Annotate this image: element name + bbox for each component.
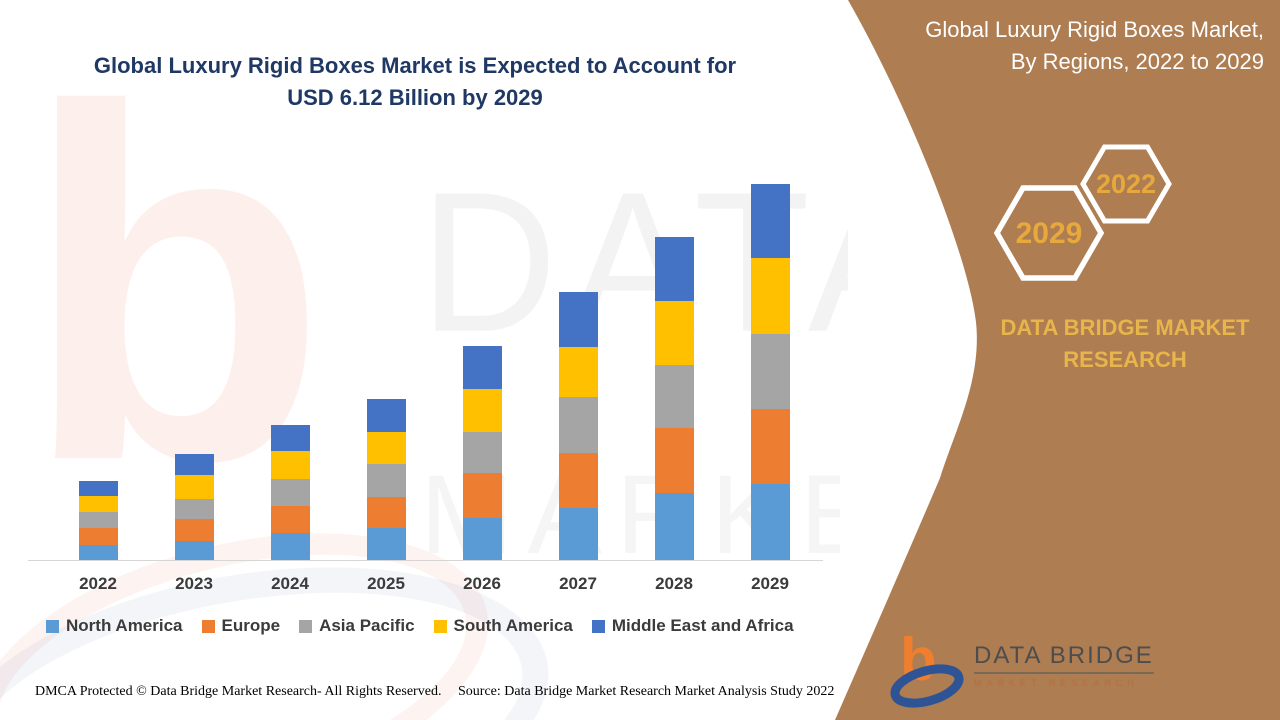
logo-wordmark-block: DATA BRIDGE MARKET RESEARCH bbox=[974, 630, 1154, 688]
legend-item-asia-pacific: Asia Pacific bbox=[299, 616, 415, 636]
legend-swatch-europe bbox=[201, 619, 215, 633]
brand-text-line1: DATA BRIDGE MARKET bbox=[1000, 315, 1250, 340]
badge-year-2022: 2022 bbox=[1096, 169, 1156, 199]
chart-legend: North America Europe Asia Pacific South Ame… bbox=[46, 616, 794, 636]
bar-segment-asia-pacific-2026 bbox=[462, 432, 502, 474]
data-bridge-logo: b DATA BRIDGE MARKET RESEARCH bbox=[882, 630, 1154, 710]
stacked-bar-2022 bbox=[78, 481, 118, 560]
x-axis-labels: 2022 2023 2024 2025 2026 2027 2028 2029 bbox=[28, 574, 823, 598]
chart-title-line1: Global Luxury Rigid Boxes Market is Expe… bbox=[93, 53, 737, 78]
logo-wordmark: DATA BRIDGE bbox=[974, 642, 1154, 674]
bar-segment-north-america-2023 bbox=[174, 541, 214, 560]
dmca-notice: DMCA Protected © Data Bridge Market Rese… bbox=[35, 684, 442, 699]
bar-segment-south-america-2027 bbox=[558, 346, 598, 397]
hexagon-2022 bbox=[1080, 144, 1172, 224]
brand-text: DATA BRIDGE MARKET RESEARCH bbox=[985, 312, 1265, 376]
bar-segment-north-america-2024 bbox=[270, 533, 310, 560]
bar-segment-middle-east-and-africa-2025 bbox=[366, 398, 406, 432]
legend-item-middle-east-and-africa: Middle East and Africa bbox=[591, 616, 794, 636]
bar-segment-north-america-2026 bbox=[462, 518, 502, 560]
bar-segment-asia-pacific-2023 bbox=[174, 498, 214, 519]
logo-swoosh bbox=[890, 664, 964, 708]
legend-item-europe: Europe bbox=[201, 616, 281, 636]
legend-item-south-america: South America bbox=[433, 616, 573, 636]
hexagon-2029 bbox=[993, 185, 1105, 281]
bar-segment-north-america-2025 bbox=[366, 528, 406, 560]
bar-segment-south-america-2025 bbox=[366, 431, 406, 464]
stacked-bar-2025 bbox=[366, 398, 406, 560]
bar-segment-north-america-2028 bbox=[654, 493, 694, 560]
legend-label-middle-east-and-africa: Middle East and Africa bbox=[611, 616, 794, 635]
x-axis-label-2024: 2024 bbox=[271, 574, 309, 593]
x-axis-label-2027: 2027 bbox=[559, 574, 597, 593]
bar-segment-middle-east-and-africa-2029 bbox=[750, 183, 790, 258]
bar-segment-north-america-2022 bbox=[78, 545, 118, 560]
x-axis-label-2028: 2028 bbox=[655, 574, 693, 593]
legend-label-europe: Europe bbox=[221, 616, 281, 635]
x-axis-label-2023: 2023 bbox=[175, 574, 213, 593]
bar-segment-asia-pacific-2025 bbox=[366, 463, 406, 498]
bar-segment-middle-east-and-africa-2028 bbox=[654, 237, 694, 301]
stacked-bar-2027 bbox=[558, 291, 598, 560]
bar-segment-middle-east-and-africa-2024 bbox=[270, 424, 310, 451]
legend-label-south-america: South America bbox=[453, 616, 573, 635]
logo-subtext: MARKET RESEARCH bbox=[974, 678, 1139, 688]
plot-area bbox=[28, 150, 823, 560]
bar-segment-south-america-2028 bbox=[654, 300, 694, 365]
stacked-bar-2026 bbox=[462, 346, 502, 560]
panel-title-line2: By Regions, 2022 to 2029 bbox=[1010, 49, 1264, 74]
stacked-bar-2024 bbox=[270, 424, 310, 560]
panel-title-line1: Global Luxury Rigid Boxes Market, bbox=[925, 17, 1264, 42]
x-axis-label-2022: 2022 bbox=[79, 574, 117, 593]
data-bridge-logo-icon: b bbox=[890, 630, 964, 708]
bar-segment-south-america-2022 bbox=[78, 495, 118, 512]
bar-segment-middle-east-and-africa-2026 bbox=[462, 346, 502, 390]
chart-title-line2: USD 6.12 Billion by 2029 bbox=[287, 85, 543, 110]
bar-segment-asia-pacific-2029 bbox=[750, 333, 790, 409]
bar-segment-europe-2024 bbox=[270, 506, 310, 533]
bar-segment-europe-2023 bbox=[174, 518, 214, 541]
legend-label-asia-pacific: Asia Pacific bbox=[319, 616, 415, 635]
bar-segment-europe-2029 bbox=[750, 408, 790, 484]
legend-swatch-middle-east-and-africa bbox=[591, 619, 605, 633]
bar-segment-middle-east-and-africa-2022 bbox=[78, 481, 118, 496]
stacked-bar-2029 bbox=[750, 183, 790, 560]
legend-swatch-north-america bbox=[46, 619, 59, 633]
stacked-bar-2023 bbox=[174, 453, 214, 560]
brand-text-line2: RESEARCH bbox=[1063, 347, 1187, 372]
x-axis-line bbox=[28, 560, 823, 561]
chart-title: Global Luxury Rigid Boxes Market is Expe… bbox=[55, 50, 775, 114]
bar-segment-middle-east-and-africa-2027 bbox=[558, 291, 598, 347]
bar-segment-south-america-2026 bbox=[462, 389, 502, 433]
x-axis-label-2025: 2025 bbox=[367, 574, 405, 593]
legend-swatch-asia-pacific bbox=[299, 619, 313, 633]
bar-segment-asia-pacific-2028 bbox=[654, 364, 694, 428]
bar-segment-south-america-2024 bbox=[270, 450, 310, 479]
bar-segment-south-america-2023 bbox=[174, 474, 214, 499]
bar-segment-europe-2026 bbox=[462, 473, 502, 519]
bar-segment-asia-pacific-2027 bbox=[558, 396, 598, 453]
bar-segment-south-america-2029 bbox=[750, 257, 790, 334]
legend-label-north-america: North America bbox=[66, 616, 183, 635]
stacked-bar-2028 bbox=[654, 237, 694, 560]
bar-segment-asia-pacific-2024 bbox=[270, 479, 310, 506]
bar-segment-asia-pacific-2022 bbox=[78, 511, 118, 528]
source-note: Source: Data Bridge Market Research Mark… bbox=[458, 684, 835, 699]
panel-title: Global Luxury Rigid Boxes Market, By Reg… bbox=[884, 14, 1264, 78]
legend-swatch-south-america bbox=[433, 619, 447, 633]
legend-item-north-america: North America bbox=[46, 616, 183, 636]
bar-segment-europe-2027 bbox=[558, 452, 598, 508]
year-badges: 2022 2029 bbox=[993, 144, 1172, 281]
x-axis-label-2029: 2029 bbox=[751, 574, 789, 593]
bar-segment-europe-2028 bbox=[654, 427, 694, 493]
bar-segment-europe-2022 bbox=[78, 527, 118, 546]
bar-segment-north-america-2029 bbox=[750, 483, 790, 560]
badge-year-2029: 2029 bbox=[1016, 217, 1083, 250]
x-axis-label-2026: 2026 bbox=[463, 574, 501, 593]
bar-segment-north-america-2027 bbox=[558, 507, 598, 560]
bar-segment-middle-east-and-africa-2023 bbox=[174, 453, 214, 475]
bar-segment-europe-2025 bbox=[366, 497, 406, 529]
